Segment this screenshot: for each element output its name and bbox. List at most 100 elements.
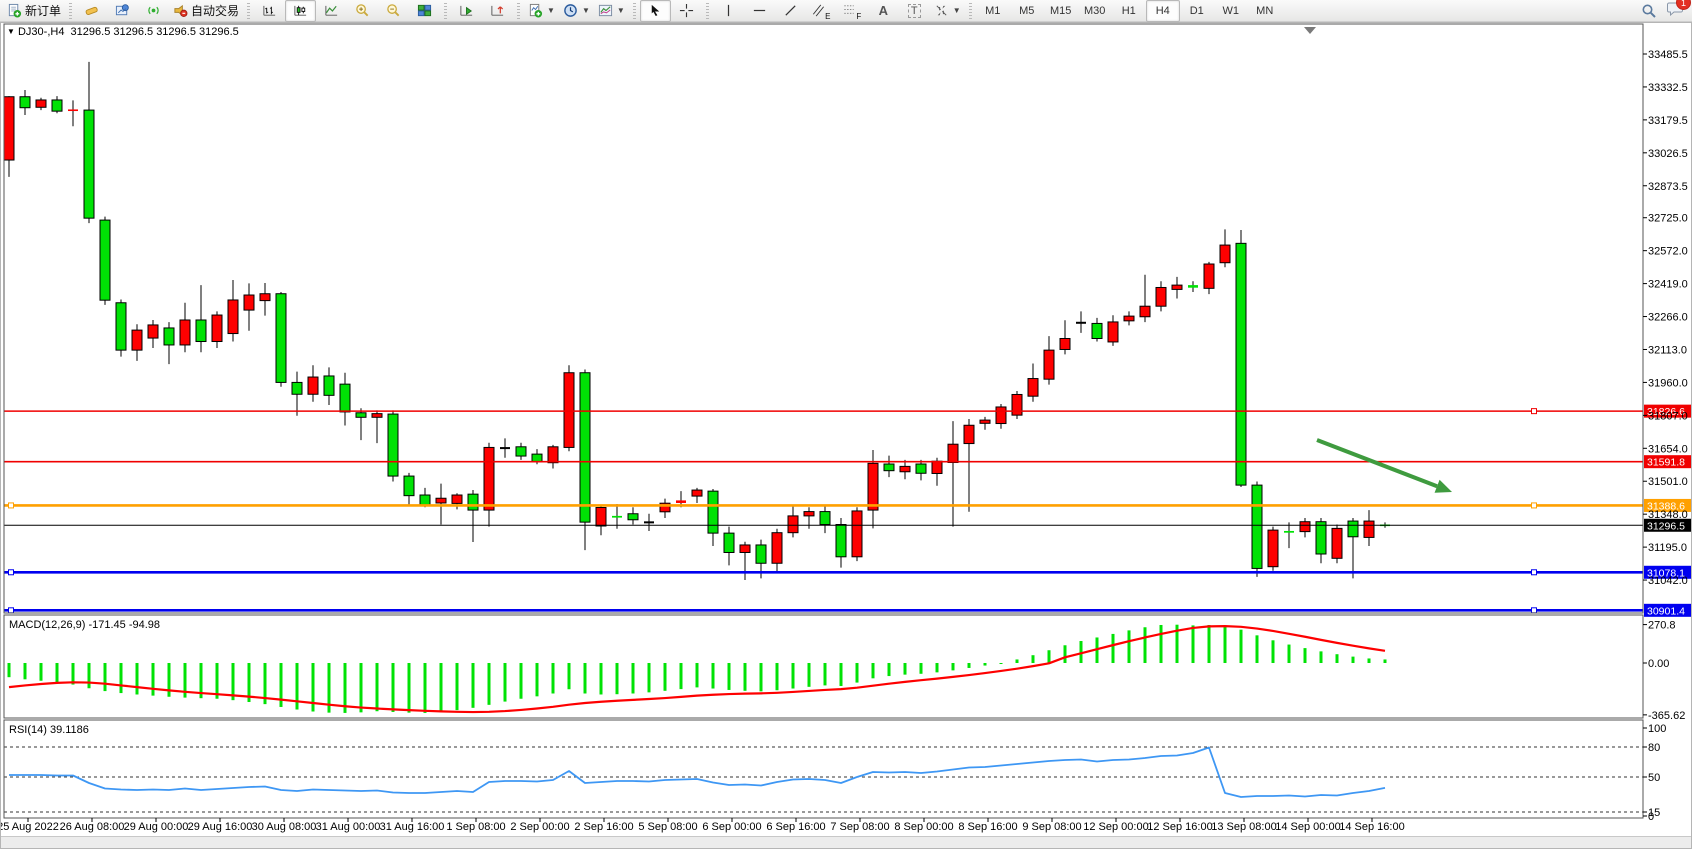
candle	[419, 494, 431, 506]
timeframe-button-d1[interactable]: D1	[1189, 4, 1204, 17]
line-chart-button[interactable]	[316, 0, 347, 22]
periods-button[interactable]: ▼	[559, 0, 594, 22]
new-order-icon	[8, 3, 22, 18]
timeframe-button-w1[interactable]: W1	[1222, 4, 1239, 17]
macd-bar	[503, 663, 507, 702]
candle	[19, 96, 31, 109]
autotrade-icon	[174, 4, 188, 17]
toolbar-grip[interactable]	[705, 2, 709, 19]
macd-bar	[391, 663, 395, 712]
cursor-button[interactable]	[639, 0, 671, 22]
search-icon[interactable]	[1641, 3, 1657, 19]
timeframe-button-m30[interactable]: M30	[1084, 4, 1106, 17]
text-label-button[interactable]: T	[899, 0, 930, 22]
zoom-out-button[interactable]	[378, 0, 409, 22]
macd-bar	[567, 663, 571, 690]
macd-bar	[39, 663, 43, 681]
arrows-button[interactable]: ▼	[930, 0, 965, 22]
macd-bar	[1383, 659, 1387, 663]
timeframe-button-m15[interactable]: M15	[1050, 4, 1072, 17]
vertical-line-button[interactable]	[713, 0, 744, 22]
toolbar-grip[interactable]	[632, 2, 636, 19]
timeframe-button-m5[interactable]: M5	[1019, 4, 1035, 17]
chart-shift-icon	[491, 5, 504, 16]
macd-bar	[439, 663, 443, 712]
zoom-in-button[interactable]	[347, 0, 378, 22]
symbol-readout-text: DJ30-,H4 31296.5 31296.5 31296.5 31296.5	[17, 26, 239, 38]
toolbar-right-group: 1	[1641, 0, 1691, 21]
toolbar-grip[interactable]	[517, 2, 521, 19]
horizontal-line-icon	[753, 9, 765, 12]
new-order-button[interactable]: 新订单	[3, 0, 65, 22]
line-handle[interactable]	[8, 607, 14, 614]
time-axis[interactable]: 25 Aug 2022 26 Aug 08:00 29 Aug 00:00 29 Au…	[0, 818, 1405, 833]
vertical-line-icon	[727, 4, 729, 17]
line-handle[interactable]	[8, 569, 14, 576]
time-tick-label: 30 Aug 08:00	[252, 821, 317, 833]
line-handle[interactable]	[1531, 569, 1537, 576]
candle	[387, 413, 399, 477]
macd-bar	[455, 663, 459, 711]
candle	[851, 510, 863, 558]
macd-bar	[1271, 640, 1275, 663]
macd-bar	[855, 663, 859, 683]
auto-scroll-button[interactable]	[451, 0, 482, 22]
price-tag-label: 31388.6	[1647, 500, 1685, 512]
tile-windows-button[interactable]	[409, 0, 440, 22]
candle	[563, 372, 575, 448]
candle	[771, 532, 783, 564]
arrow-annotation[interactable]	[1316, 438, 1452, 493]
candle	[867, 462, 879, 511]
macd-bar	[343, 663, 347, 713]
toolbar-grip[interactable]	[69, 2, 73, 19]
line-handle[interactable]	[1531, 607, 1537, 614]
line-handle[interactable]	[1531, 408, 1537, 415]
fibonacci-button[interactable]: F	[837, 0, 868, 22]
chart-shift-button[interactable]	[482, 0, 513, 22]
time-tick-label: 9 Sep 08:00	[1022, 821, 1081, 833]
channel-button[interactable]: E	[806, 0, 837, 22]
timeframe-button-m1[interactable]: M1	[985, 4, 1001, 17]
timeframe-button-h1[interactable]: H1	[1121, 4, 1136, 17]
candle	[1347, 520, 1359, 538]
chat-button[interactable]: 1	[1667, 0, 1691, 21]
candle	[1171, 284, 1183, 290]
rsi-series	[4, 746, 1643, 813]
horizontal-line-button[interactable]	[744, 0, 775, 22]
candle	[115, 302, 127, 351]
crayon-icon	[85, 6, 98, 16]
candles-chart-button[interactable]	[285, 0, 317, 22]
text-button[interactable]: A	[868, 0, 899, 22]
toolbar-grip[interactable]	[247, 2, 251, 19]
signals-button[interactable]	[138, 0, 169, 22]
bars-chart-button[interactable]	[254, 0, 285, 22]
editor-button[interactable]	[107, 0, 138, 22]
line-handle[interactable]	[1531, 502, 1537, 509]
candle	[163, 327, 175, 346]
macd-bar	[1111, 633, 1115, 663]
crayon-button[interactable]	[76, 0, 107, 22]
rsi-pane[interactable]	[4, 720, 1643, 818]
symbol-dropdown-icon[interactable]: ▼	[7, 27, 15, 36]
indicators-button[interactable]: ▼	[524, 0, 559, 22]
candle	[819, 511, 831, 526]
crosshair-button[interactable]	[671, 0, 702, 22]
toolbar-grip[interactable]	[444, 2, 448, 19]
timeframe-button-mn[interactable]: MN	[1256, 4, 1274, 17]
price-tick-label: 31348.0	[1648, 509, 1688, 521]
chart-shift-marker[interactable]	[1304, 27, 1316, 34]
candle	[595, 506, 607, 527]
chart-canvas[interactable]: 31826.6 31591.8 31388.6 31296.5 31078.1 30901…	[0, 22, 1692, 849]
price-tick-label: 33179.5	[1648, 115, 1688, 127]
autotrade-button[interactable]: 自动交易	[169, 0, 243, 22]
toolbar-grip[interactable]	[968, 2, 972, 19]
candle	[579, 372, 591, 523]
ohlc-readout[interactable]: ▼ DJ30-,H4 31296.5 31296.5 31296.5 31296…	[7, 26, 239, 38]
line-handle[interactable]	[8, 502, 14, 509]
templates-button[interactable]: ▼	[594, 0, 629, 22]
timeframe-button-h4[interactable]: H4	[1145, 0, 1180, 22]
price-axis[interactable]: 33485.5 33332.5 33179.5 33026.5 32873.5 32725…	[1643, 49, 1688, 823]
price-tag-label: 30901.4	[1647, 605, 1685, 617]
trendline-button[interactable]	[775, 0, 806, 22]
macd-indicator-label: MACD(12,26,9) -171.45 -94.98	[9, 619, 161, 631]
